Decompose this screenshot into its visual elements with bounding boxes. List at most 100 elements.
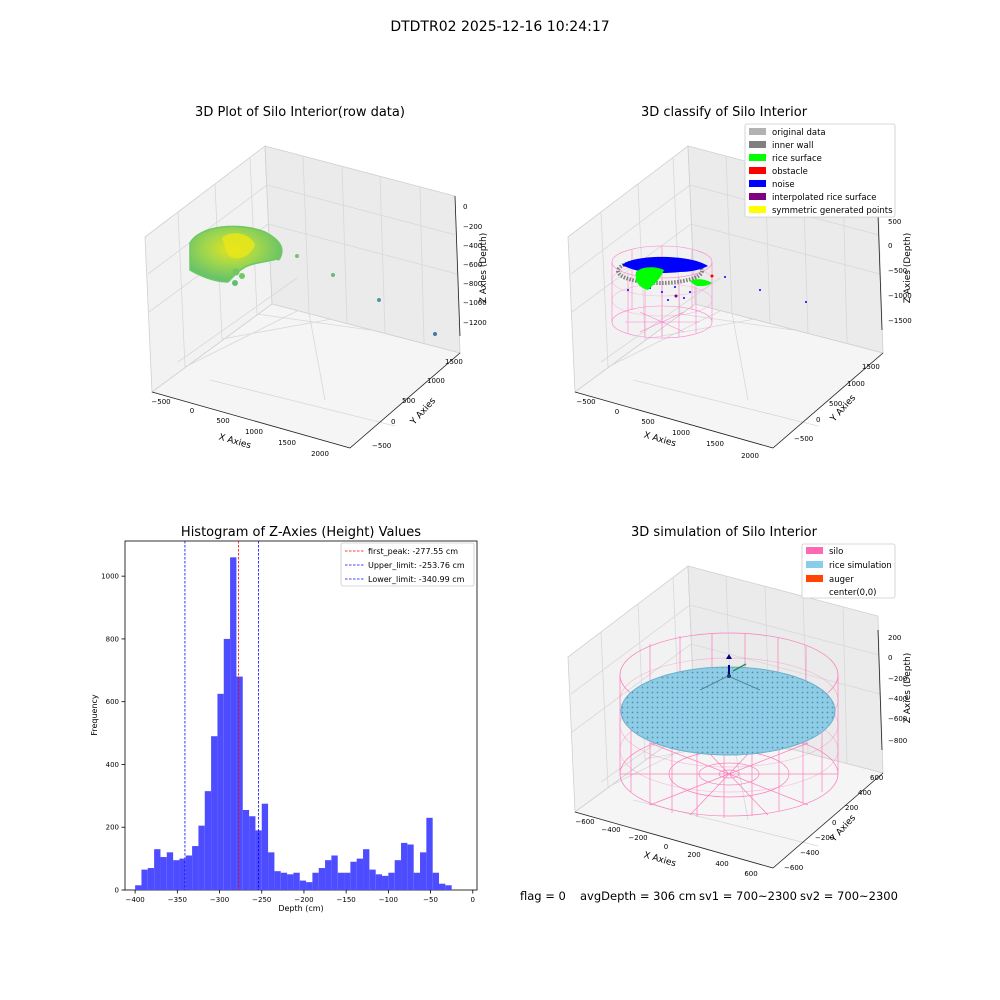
histogram-bar: [287, 874, 294, 890]
legend-swatch: [749, 167, 766, 174]
histogram-bar: [261, 803, 269, 890]
y-tick-label: −400: [800, 849, 819, 857]
y-tick-label: 0: [832, 819, 836, 827]
y-tick-label: 1500: [862, 363, 880, 371]
legend-label: interpolated rice surface: [772, 193, 877, 203]
interpolated-point: [674, 294, 678, 298]
histogram-bar: [299, 880, 307, 890]
point: [232, 268, 240, 276]
y-tick-label: −500: [794, 435, 813, 443]
x-tick-label: −350: [168, 896, 187, 904]
z-tick-label: −1500: [888, 317, 912, 325]
histogram-bar: [325, 860, 332, 890]
y-tick-label: 600: [106, 698, 119, 706]
legend: original data inner wall rice surface ob…: [744, 123, 896, 218]
y-axis: [772, 352, 884, 449]
point: [275, 255, 281, 261]
histogram-bar: [268, 852, 275, 890]
z-tick-labels: 200 0 −200 −400 −600 −800: [888, 634, 907, 745]
y-tick-labels: −500 0 500 1000 1500: [794, 363, 880, 443]
z-axis: [877, 629, 883, 751]
chart-histogram: Histogram of Z-Axies (Height) Values −40…: [90, 525, 478, 913]
legend-swatch: [806, 589, 823, 596]
rice-simulation-surface: [620, 666, 836, 756]
y-tick-label: 600: [870, 774, 883, 782]
z-tick-label: −800: [463, 280, 482, 288]
x-tick-label: −150: [337, 896, 356, 904]
legend-label: center(0,0): [829, 588, 877, 598]
y-tick-label: 0: [115, 887, 119, 895]
legend-label: Upper_limit: -253.76 cm: [368, 561, 465, 570]
histogram-bar: [274, 871, 281, 890]
y-tick-label: 800: [106, 635, 119, 643]
histogram-bar: [223, 638, 231, 890]
outlier-point: [377, 298, 381, 302]
z-tick-label: −200: [463, 223, 482, 231]
y-tick-label: 0: [816, 416, 820, 424]
chart-3d-classify: 3D classify of Silo Interior −500 0 500 …: [567, 105, 913, 460]
x-tick-label: 1500: [706, 440, 724, 448]
histogram-bar: [255, 830, 262, 890]
histogram-bar: [356, 858, 364, 890]
y-tick-labels: −500 0 500 1000 1500: [372, 358, 463, 450]
x-tick-label: 1500: [278, 439, 296, 447]
y-tick-label: 1000: [101, 573, 119, 581]
x-tick-label: 0: [664, 843, 668, 851]
legend-label: inner wall: [772, 141, 813, 151]
y-tick-label: 1500: [445, 358, 463, 366]
histogram-bar: [249, 816, 256, 890]
z-tick-label: 500: [888, 218, 901, 226]
point-cloud: [189, 225, 437, 336]
x-tick-label: −100: [379, 896, 398, 904]
x-tick-label: 1000: [245, 428, 263, 436]
x-axis: [574, 811, 774, 869]
z-tick-label: 0: [888, 654, 892, 662]
plot-area: [124, 540, 478, 891]
histogram-bar: [318, 868, 326, 890]
z-tick-label: 200: [888, 634, 901, 642]
x-tick-label: 0: [471, 896, 475, 904]
x-tick-label: 200: [687, 851, 700, 859]
x-axis-label: Depth (cm): [278, 904, 323, 913]
legend-swatch: [749, 206, 766, 213]
z-tick-label: −600: [463, 261, 482, 269]
surface-highlight: [222, 233, 255, 259]
histogram-bar: [242, 809, 250, 890]
y-tick-labels: −600 −400 −200 0 200 400 600: [784, 774, 883, 872]
legend-swatch: [749, 141, 766, 148]
inner-wall-points: [616, 257, 704, 285]
histogram-bar: [350, 861, 357, 890]
histogram-bar: [312, 872, 319, 890]
outlier-point: [759, 289, 761, 291]
x-tick-label: 1000: [672, 429, 690, 437]
histogram-bar: [413, 872, 421, 890]
x-tick-label: −400: [601, 826, 620, 834]
histogram-bar: [337, 872, 345, 890]
x-tick-labels: −500 0 500 1000 1500 2000: [151, 398, 329, 458]
figure-title: DTDTR02 2025-12-16 10:24:17: [390, 19, 609, 35]
x-tick-label: −300: [210, 896, 229, 904]
legend-swatch: [806, 547, 823, 554]
legend-label: rice surface: [772, 154, 822, 164]
histogram-bar: [426, 817, 433, 890]
point: [232, 280, 238, 286]
histogram-bar: [344, 872, 351, 890]
x-tick-label: −500: [576, 398, 595, 406]
z-tick-label: −200: [888, 675, 907, 683]
histogram-bar: [141, 869, 148, 890]
histogram-bar: [160, 857, 167, 890]
obstacle-point: [710, 274, 714, 278]
histogram-bar: [382, 875, 389, 890]
legend: silo rice simulation auger center(0,0): [801, 543, 896, 599]
z-tick-label: −1200: [463, 319, 487, 327]
y-axis: [349, 352, 461, 449]
legend-swatch: [749, 180, 766, 187]
outlier-point: [433, 332, 437, 336]
x-tick-label: 0: [190, 407, 194, 415]
histogram-bar: [173, 860, 180, 890]
x-axis: [574, 391, 774, 449]
histogram-bar: [407, 844, 414, 890]
y-tick-label: 1000: [847, 380, 865, 388]
chart-3d-raw: 3D Plot of Silo Interior(row data) −500 …: [144, 105, 489, 458]
